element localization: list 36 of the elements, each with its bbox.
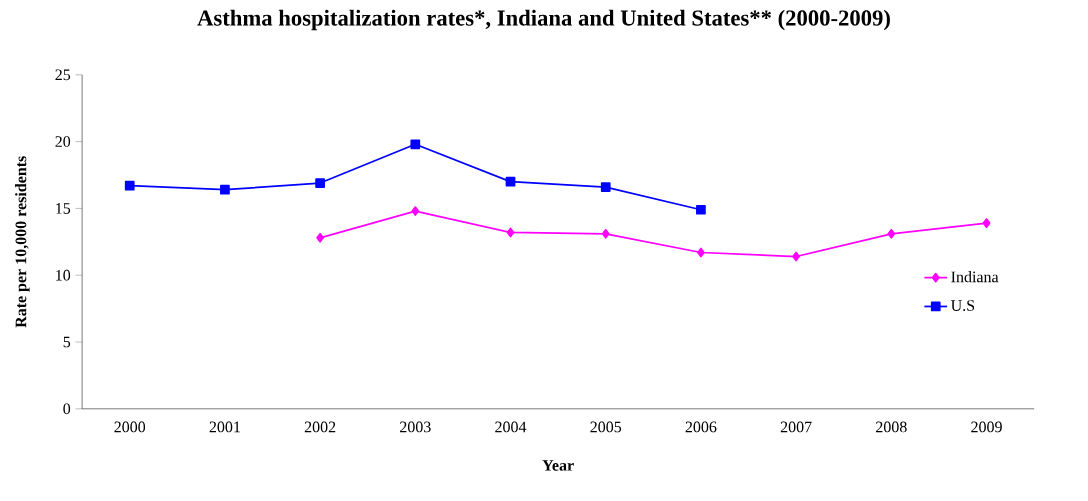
x-tick-label: 2008 — [876, 421, 907, 433]
point — [315, 178, 325, 188]
y-tick-label: 20 — [55, 136, 71, 147]
y-tick-label: 0 — [63, 403, 71, 415]
y-tick-label: 10 — [56, 269, 71, 281]
y-axis-title: Rate per 10,000 residents — [15, 156, 30, 328]
point — [982, 218, 991, 228]
point — [600, 182, 611, 192]
x-tick-label: 2005 — [590, 421, 622, 433]
point — [411, 206, 420, 216]
x-tick-label: 2003 — [400, 421, 431, 433]
point — [696, 204, 706, 215]
x-tick-label: 2002 — [304, 421, 336, 433]
x-tick-label: 2001 — [209, 421, 240, 433]
x-tick-label: 2004 — [495, 421, 527, 433]
point — [410, 139, 421, 150]
y-tick-label: 5 — [63, 336, 71, 348]
point — [887, 228, 896, 239]
y-tick-label: 25 — [55, 69, 71, 81]
x-tick-label: 2009 — [971, 421, 1002, 433]
point — [220, 184, 230, 195]
x-tick-label: 2000 — [114, 421, 146, 433]
x-tick-label: 2007 — [780, 421, 812, 433]
point — [124, 180, 135, 191]
point — [506, 227, 515, 238]
x-tick-label: 2006 — [685, 421, 717, 433]
point — [601, 228, 610, 239]
legend-label: U.S — [950, 300, 975, 311]
point — [316, 232, 324, 243]
point — [505, 176, 516, 187]
x-axis-title: Year — [542, 460, 574, 471]
point — [697, 247, 705, 258]
y-tick-label: 15 — [56, 203, 71, 214]
chart-title: Asthma hospitalization rates*, Indiana and United States** (2000-2009) — [197, 9, 890, 31]
legend-label: Indiana — [951, 271, 999, 283]
point — [792, 251, 800, 262]
